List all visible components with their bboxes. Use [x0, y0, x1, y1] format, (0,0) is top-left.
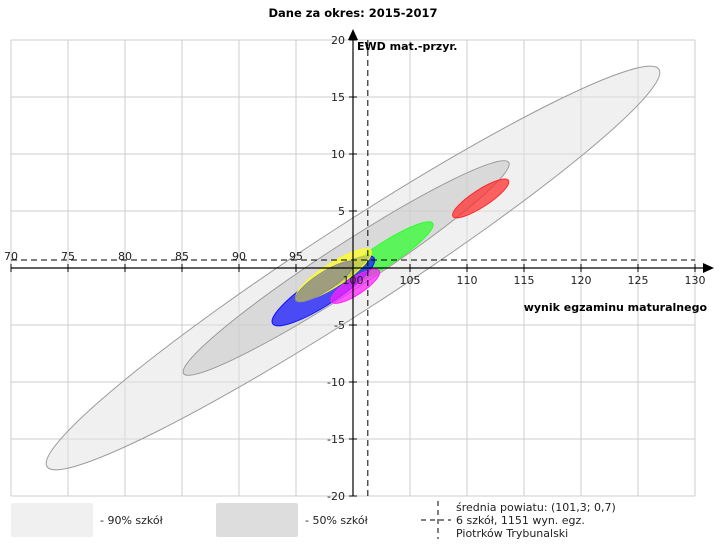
axes [10, 29, 714, 497]
y-tick-label: -15 [327, 433, 345, 446]
x-tick-label: 90 [232, 250, 246, 263]
x-tick-label: 105 [400, 274, 421, 287]
legend: - 90% szkół - 50% szkół średnia powiatu:… [0, 501, 722, 541]
x-axis-arrow-icon [703, 263, 714, 273]
y-tick-label: 5 [338, 205, 345, 218]
legend-label-90: - 90% szkół [100, 514, 163, 527]
x-tick-label: 85 [175, 250, 189, 263]
x-tick-label: 70 [4, 250, 18, 263]
legend-mean-marker-icon [421, 501, 451, 539]
legend-mean: średnia powiatu: (101,3; 0,7) 6 szkół, 1… [456, 501, 616, 540]
legend-swatch-90 [11, 503, 93, 537]
y-tick-label: 10 [331, 148, 345, 161]
y-tick-label: 15 [331, 91, 345, 104]
x-tick-label: 125 [628, 274, 649, 287]
y-tick-label: -5 [334, 319, 345, 332]
legend-mean-line3: Piotrków Trybunalski [456, 527, 569, 540]
y-tick-label: -10 [327, 376, 345, 389]
legend-swatch-50 [216, 503, 298, 537]
y-tick-label: -20 [327, 490, 345, 503]
y-axis-arrow-icon [348, 29, 358, 40]
x-tick-label: 115 [514, 274, 535, 287]
x-tick-label: 110 [457, 274, 478, 287]
school-ellipse-1 [452, 178, 510, 219]
y-axis-label: EWD mat.-przyr. [357, 40, 457, 53]
legend-label-50: - 50% szkół [305, 514, 368, 527]
x-axis-label: wynik egzaminu maturalnego [524, 301, 708, 314]
y-tick-label: 20 [331, 34, 345, 47]
x-tick-label: 100 [343, 274, 364, 287]
x-tick-label: 130 [685, 274, 706, 287]
school-ellipse-6 [330, 268, 381, 304]
x-tick-label: 75 [61, 250, 75, 263]
legend-mean-line1: średnia powiatu: (101,3; 0,7) [456, 501, 616, 514]
x-tick-label: 120 [571, 274, 592, 287]
school-ellipses [271, 178, 510, 327]
legend-mean-line2: 6 szkół, 1151 wyn. egz. [456, 514, 585, 527]
chart-title: Dane za okres: 2015-2017 [268, 6, 437, 20]
x-tick-label: 80 [118, 250, 132, 263]
x-tick-label: 95 [289, 250, 303, 263]
